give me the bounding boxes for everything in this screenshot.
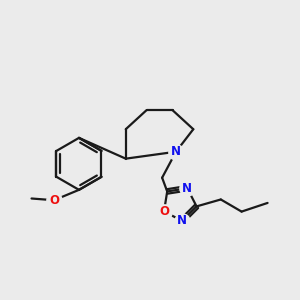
Text: O: O <box>49 194 59 207</box>
Text: N: N <box>182 182 192 195</box>
Text: O: O <box>159 205 169 218</box>
Text: N: N <box>177 214 187 227</box>
Text: N: N <box>171 145 181 158</box>
